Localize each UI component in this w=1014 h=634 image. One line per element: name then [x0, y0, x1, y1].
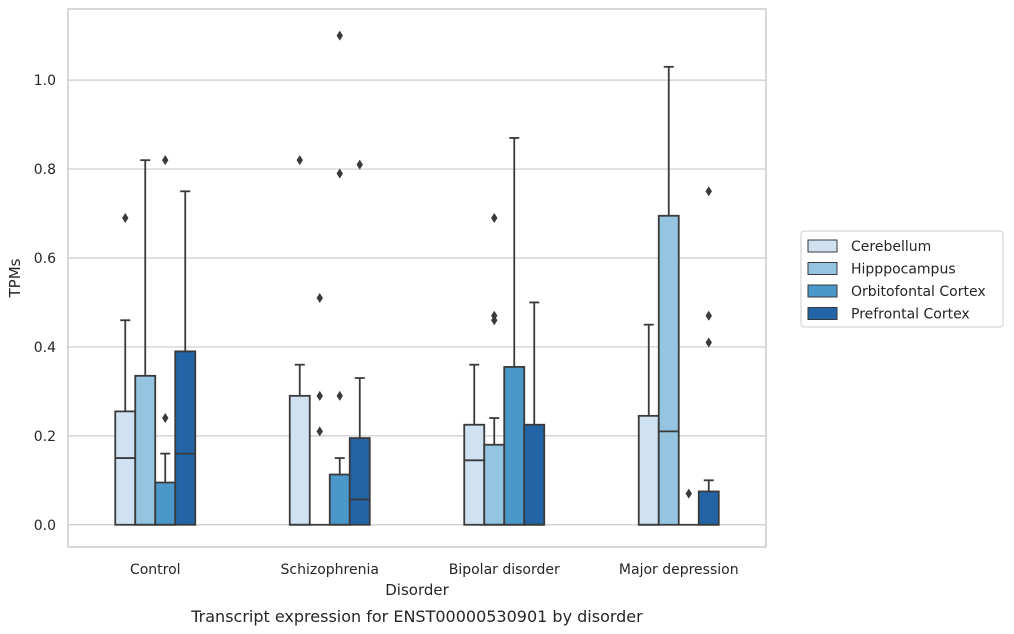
- legend-label: Cerebellum: [851, 239, 931, 255]
- box-body: [174, 350, 197, 526]
- box-groups: [114, 30, 720, 526]
- box-body: [463, 423, 486, 526]
- outlier-point: [316, 293, 323, 304]
- x-tick-label: Schizophrenia: [281, 562, 379, 578]
- box-group: [134, 159, 157, 526]
- box-body: [288, 394, 311, 526]
- outlier-point: [336, 30, 343, 41]
- legend-label: Prefrontal Cortex: [851, 307, 970, 323]
- box-body: [483, 443, 506, 526]
- y-tick-label: 0.4: [34, 340, 56, 356]
- x-axis-label: Disorder: [385, 581, 449, 599]
- box-body: [348, 437, 371, 526]
- outlier-point: [336, 168, 343, 179]
- outlier-point: [162, 413, 169, 424]
- box-group: [348, 159, 371, 526]
- box-group: [483, 212, 506, 526]
- box-group: [657, 65, 680, 526]
- outlier-point: [296, 155, 303, 166]
- y-tick-label: 0.8: [34, 162, 56, 178]
- box-body: [114, 410, 137, 526]
- box-group: [174, 190, 197, 526]
- y-tick-label: 0.6: [34, 251, 56, 267]
- box-body: [503, 366, 526, 526]
- outlier-point: [705, 310, 712, 321]
- outlier-point: [122, 212, 129, 223]
- box-group: [637, 323, 660, 526]
- x-tick-label: Control: [130, 562, 181, 578]
- outlier-point: [336, 390, 343, 401]
- legend: Cerebellum Hipppocampus Orbitofontal Corte…: [800, 230, 1004, 328]
- y-tick-label: 0.2: [34, 429, 56, 445]
- box-body: [134, 374, 157, 526]
- legend-label: Hipppocampus: [851, 262, 956, 278]
- y-tick-label: 0.0: [34, 518, 56, 534]
- outlier-point: [491, 310, 498, 321]
- box-body: [523, 423, 546, 526]
- box-group: [288, 155, 311, 526]
- legend-swatch: [807, 239, 838, 253]
- y-axis-label: TPMs: [6, 258, 24, 298]
- box-group: [503, 137, 526, 526]
- box-body: [657, 214, 680, 526]
- box-group: [328, 30, 351, 526]
- legend-frame: [800, 230, 1004, 328]
- box-group: [463, 363, 486, 526]
- box-body: [637, 414, 660, 526]
- box-group: [114, 212, 137, 526]
- outlier-point: [705, 337, 712, 348]
- box-group: [523, 301, 546, 526]
- box-body: [154, 481, 177, 526]
- legend-label: Orbitofontal Cortex: [851, 284, 986, 300]
- x-tick-label: Major depression: [619, 562, 739, 578]
- box-group: [154, 155, 177, 526]
- outlier-point: [316, 426, 323, 437]
- outlier-point: [705, 186, 712, 197]
- legend-swatch: [807, 284, 838, 298]
- y-tick-label: 1.0: [34, 73, 56, 89]
- plot-area-frame: [67, 8, 767, 548]
- outlier-point: [316, 390, 323, 401]
- box-body: [697, 490, 720, 526]
- outlier-point: [162, 155, 169, 166]
- box-group: [678, 488, 699, 526]
- box-group: [309, 293, 330, 526]
- outlier-point: [491, 212, 498, 223]
- box-group: [697, 186, 720, 526]
- axis-ticks: 0.0 0.2 0.4 0.6 0.8 1.0 Control Schizophrenia Bi…: [34, 73, 739, 578]
- box-body: [328, 473, 351, 526]
- legend-swatch: [807, 307, 838, 320]
- outlier-point: [685, 488, 692, 499]
- legend-swatch: [807, 262, 838, 275]
- x-tick-label: Bipolar disorder: [449, 562, 560, 578]
- outlier-point: [356, 159, 363, 170]
- chart-caption: Transcript expression for ENST0000053090…: [190, 607, 643, 626]
